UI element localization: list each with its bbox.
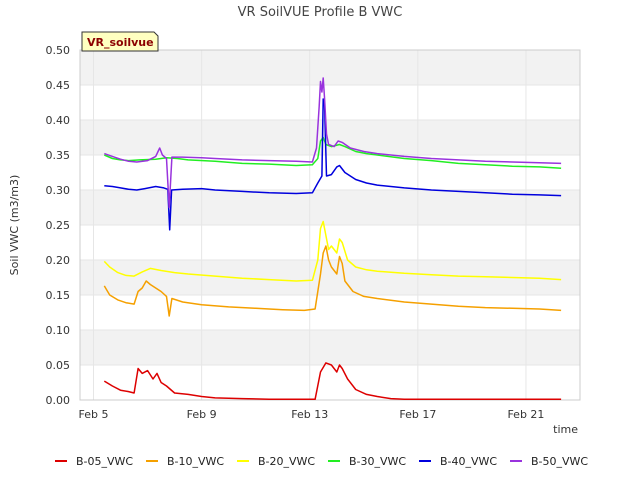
series-line-b-40-vwc [104,98,562,231]
legend-label: B-40_VWC [440,455,497,468]
legend-label: B-20_VWC [258,455,315,468]
legend-label: B-50_VWC [531,455,588,468]
dataset-badge-label: VR_soilvue [87,36,154,49]
background-band [80,120,580,155]
dataset-badge-box [81,31,159,52]
y-tick-label: 0.10 [46,324,71,337]
y-tick-label: 0.15 [46,289,71,302]
x-tick-label: Feb 9 [187,408,217,421]
x-tick-label: Feb 21 [507,408,544,421]
x-tick-label: Feb 13 [291,408,328,421]
y-tick-label: 0.20 [46,254,71,267]
y-tick-label: 0.45 [46,79,71,92]
series-line-b-30-vwc [104,136,562,170]
series-line-b-20-vwc [103,220,562,282]
series-line-b-05-vwc [103,362,562,401]
background-band [80,330,580,365]
x-axis-ticks: Feb 5 Feb 9 Feb 13 Feb 17 Feb 21 [79,408,545,421]
y-tick-label: 0.30 [46,184,71,197]
y-tick-label: 0.25 [46,219,71,232]
legend-label: B-05_VWC [76,455,133,468]
plot-background-bands [80,50,580,365]
y-tick-label: 0.40 [46,114,71,127]
x-axis-label: time [553,423,578,436]
y-tick-label: 0.05 [46,359,71,372]
plot-frame [79,49,581,401]
y-tick-label: 0.00 [46,394,71,407]
x-tick-label: Feb 5 [79,408,109,421]
series-line-b-10-vwc [103,245,562,317]
legend-label: B-30_VWC [349,455,406,468]
chart-title: VR SoilVUE Profile B VWC [238,5,403,20]
chart-legend: B-05_VWC B-10_VWC B-20_VWC B-30_VWC B-40_VWC… [55,455,588,468]
dataset-badge: VR_soilvue [81,31,159,52]
legend-label: B-10_VWC [167,455,224,468]
x-tick-label: Feb 17 [399,408,436,421]
background-band [80,50,580,85]
background-band [80,190,580,225]
y-tick-label: 0.50 [46,44,71,57]
y-axis-ticks: 0.00 0.05 0.10 0.15 0.20 0.25 0.30 0.35 0.40 0.45… [46,44,71,407]
series-line-b-50-vwc [104,77,562,209]
series-layer [103,77,562,401]
y-tick-label: 0.35 [46,149,71,162]
y-axis-label: Soil VWC (m3/m3) [8,175,21,276]
